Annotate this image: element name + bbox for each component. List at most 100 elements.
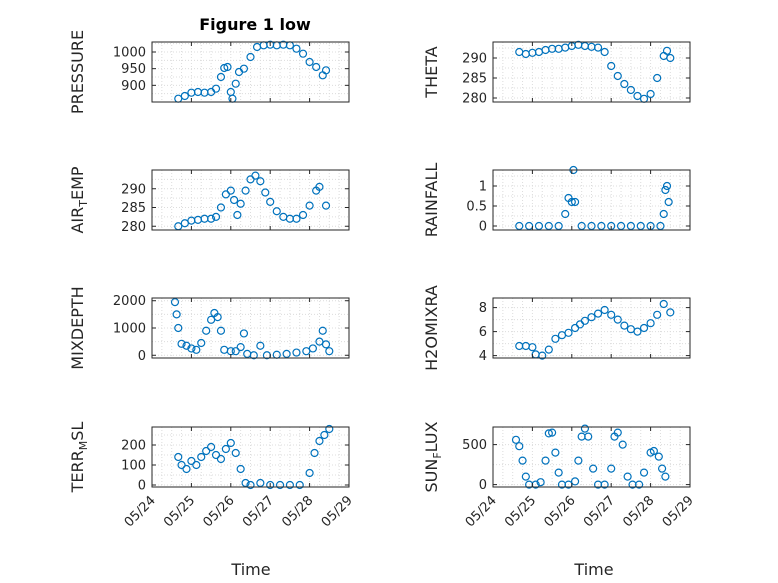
data-point-1-28 [321,66,331,75]
y-tick-label-7-2: 100 [121,459,146,474]
data-point-4-15 [616,221,626,231]
data-point-8-34 [657,464,667,473]
data-point-1-27 [318,71,327,80]
data-point-5-4 [177,339,186,348]
data-point-7-8 [207,442,216,452]
data-point-8-18 [580,424,590,433]
data-point-2-23 [659,51,668,61]
data-point-2-18 [626,85,636,95]
data-point-4-10 [570,197,580,207]
y-tick-label-2-1: 280 [462,92,487,107]
data-point-6-6 [544,345,553,354]
x-tick-label-7-3: 05/26 [201,493,238,530]
data-point-7-2 [177,460,186,470]
subplot-5: 0 1000 2000 MIXDEPTH [68,286,350,370]
y-tick-label-4-1: 0 [479,220,487,235]
data-point-8-23 [607,464,616,473]
data-point-5-8 [197,338,206,348]
y-tick-label-6-2: 6 [479,325,487,340]
y-axis-label-7: TERRMSL [68,422,90,494]
data-point-2-22 [653,73,662,83]
data-point-7-23 [310,448,319,458]
data-point-6-15 [600,305,609,315]
y-tick-label-1-3: 1000 [113,46,146,61]
x-tick-label-8-4: 05/27 [581,493,618,530]
data-point-5-23 [272,350,281,359]
data-point-7-22 [305,468,314,478]
subplot-7: 0 100 200 05/24 05/25 05/26 05/27 05/28 05/29 TER… [68,422,356,531]
data-point-8-2 [515,442,524,451]
y-tick-label-8-1: 0 [479,478,487,493]
data-point-3-5 [200,214,209,223]
data-point-6-20 [633,327,642,336]
x-tick-label-8-5: 05/28 [620,493,657,530]
axes-frame-8 [492,426,691,488]
data-point-2-5 [541,45,550,55]
data-point-6-1 [515,341,524,351]
data-point-8-12 [554,468,563,477]
data-point-1-26 [312,62,321,72]
y-tick-label-5-2: 1000 [113,322,146,337]
data-point-7-14 [236,464,245,474]
data-point-1-1 [174,94,183,103]
data-point-5-27 [308,344,317,353]
data-point-8-33 [654,452,663,461]
data-point-5-21 [256,341,265,350]
x-axis-label-left: Time [230,560,270,579]
data-point-6-22 [646,319,655,328]
y-tick-label-1-2: 950 [121,62,146,77]
data-point-5-17 [236,342,245,352]
data-point-3-24 [298,210,308,220]
data-point-2-2 [521,49,530,59]
data-point-7-21 [295,480,304,490]
data-point-7-16 [246,480,255,490]
data-point-8-19 [584,432,593,441]
axes-frame-4 [492,169,691,231]
data-point-6-16 [607,310,616,319]
data-point-8-11 [551,448,560,457]
data-point-4-11 [577,221,586,231]
data-point-8-26 [618,440,627,449]
subplot-4: 0 0.5 1 RAINFALL [422,163,691,237]
subplot-8: 0 500 05/24 05/25 05/26 05/27 05/28 05/29 SUNFLU… [422,421,697,530]
data-point-3-7 [211,212,221,221]
data-point-5-6 [187,344,196,353]
data-point-7-24 [315,436,324,446]
data-point-8-25 [613,428,622,437]
data-point-8-22 [600,480,609,489]
data-point-8-10 [547,428,557,437]
data-point-2-19 [633,91,642,101]
y-axis-label-1: PRESSURE [68,30,87,114]
data-point-7-1 [174,452,183,462]
data-point-3-25 [305,201,314,210]
y-tick-label-2-2: 285 [462,72,487,87]
data-point-6-9 [564,328,573,337]
data-point-1-7 [211,84,221,93]
data-point-2-17 [620,79,629,89]
data-point-6-18 [620,321,629,330]
data-point-6-12 [580,316,590,325]
x-tick-label-8-3: 05/26 [542,493,579,530]
data-point-3-13 [236,199,245,208]
data-point-1-17 [252,42,262,52]
x-tick-label-8-2: 05/25 [502,493,539,530]
data-point-7-7 [202,446,211,456]
data-point-5-13 [216,326,226,335]
y-tick-label-7-1: 0 [138,479,146,494]
y-tick-label-3-2: 285 [121,201,146,216]
data-point-8-16 [574,456,583,465]
data-point-6-10 [570,323,580,333]
data-point-2-13 [593,43,603,52]
data-point-2-11 [580,41,590,51]
data-point-4-20 [659,209,668,219]
data-point-3-4 [193,215,203,224]
data-point-6-3 [528,343,537,352]
data-point-1-6 [207,87,216,97]
data-point-8-9 [544,429,553,438]
y-tick-label-5-3: 2000 [113,294,146,309]
data-point-3-19 [266,197,275,206]
data-point-3-2 [180,219,189,228]
data-point-6-24 [659,299,668,309]
y-tick-label-3-3: 290 [121,182,146,197]
